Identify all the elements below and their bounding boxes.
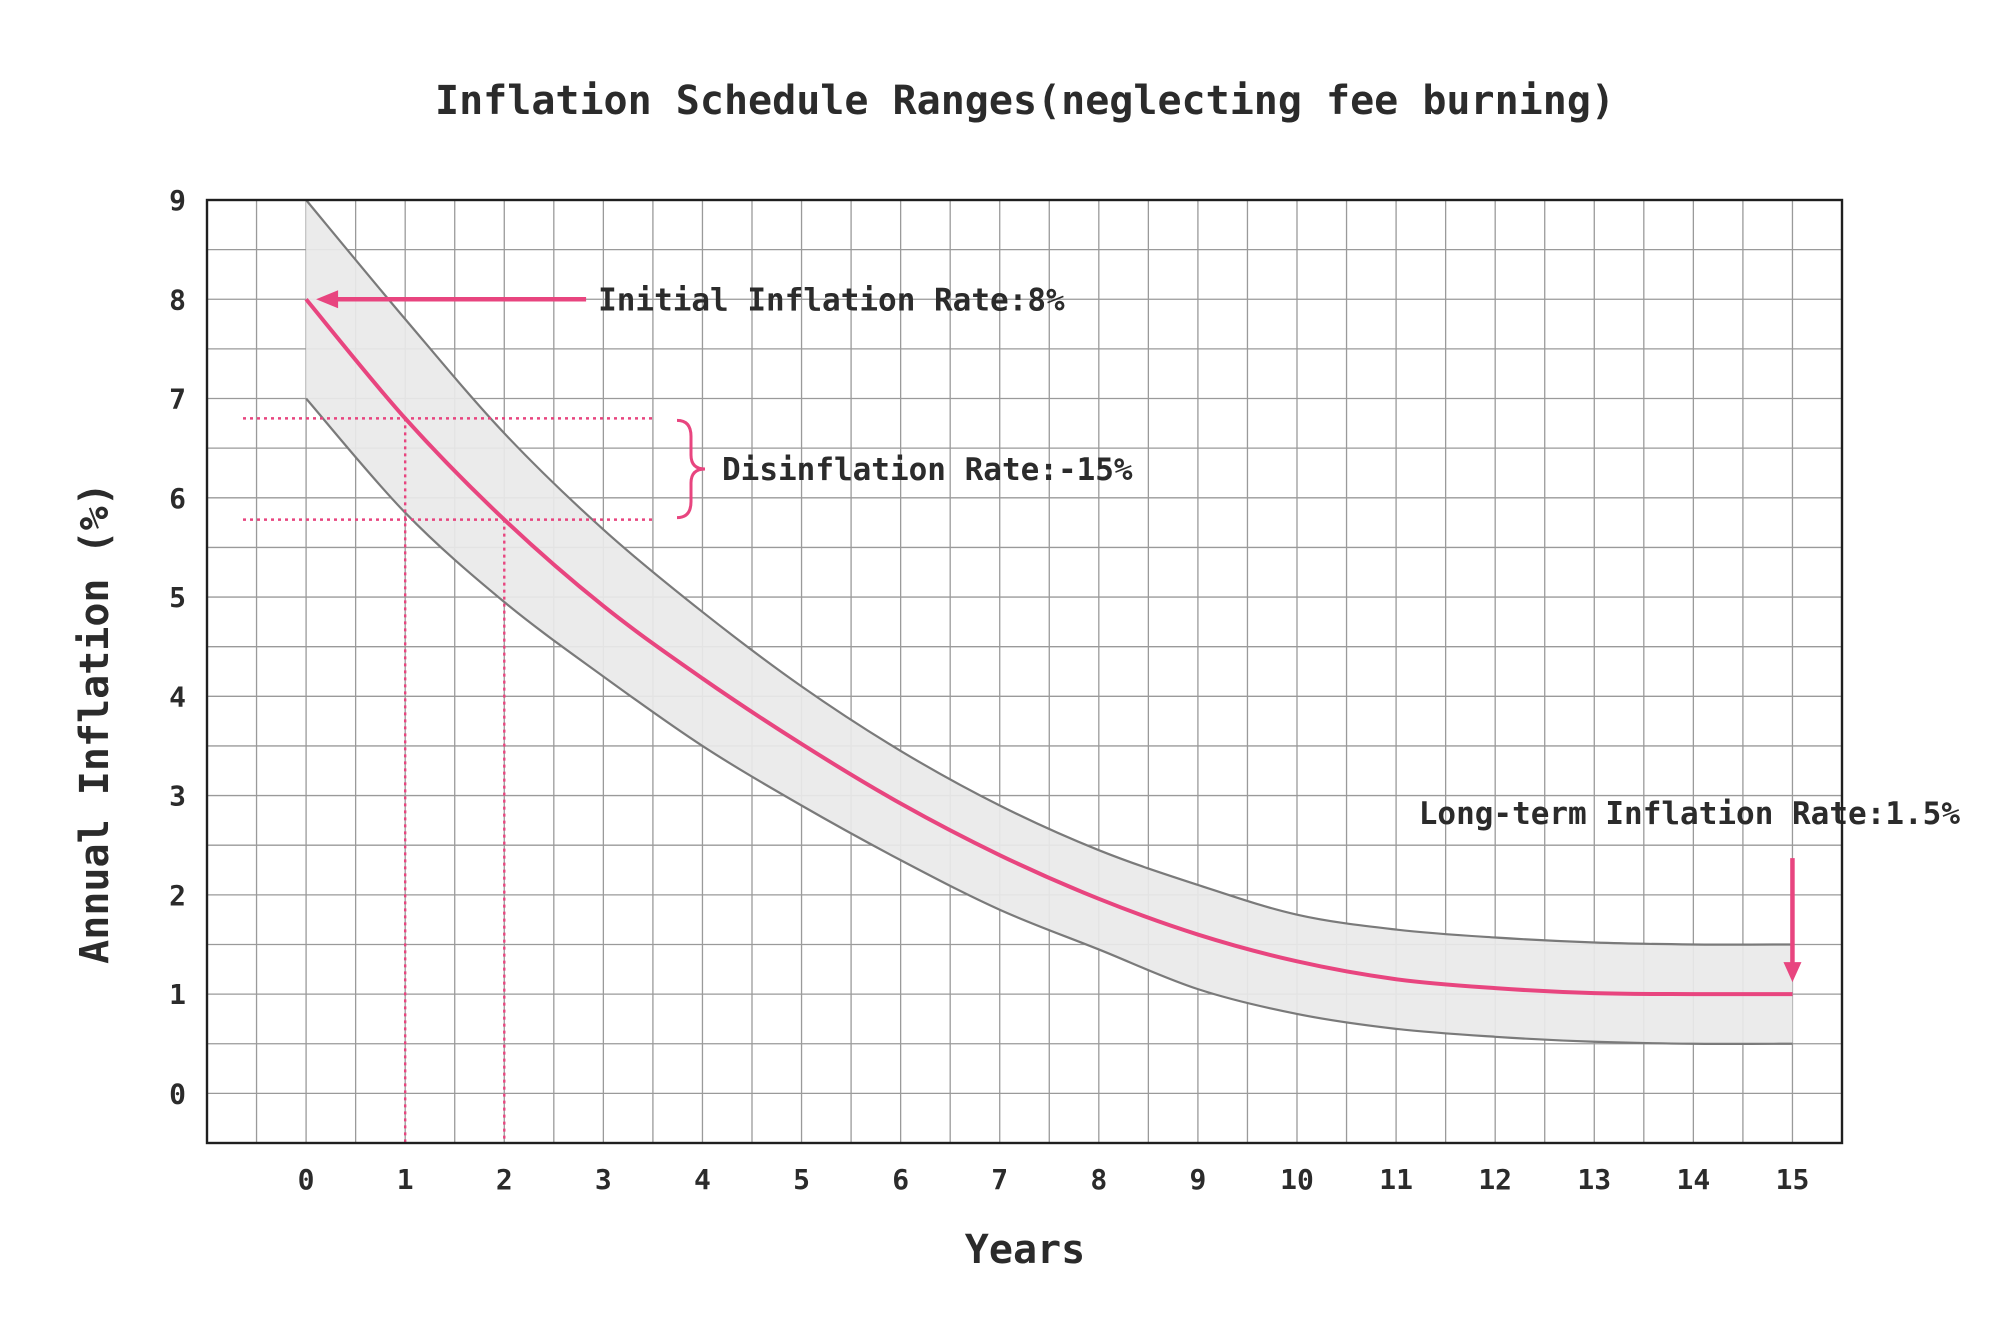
x-tick-label: 8	[1090, 1163, 1107, 1196]
upper-range-line	[305, 199, 1793, 946]
x-tick-label: 5	[793, 1163, 810, 1196]
x-axis-label: Years	[965, 1227, 1085, 1273]
lower-range-line	[305, 397, 1793, 1045]
range-band	[306, 200, 1793, 1044]
x-tick-label: 11	[1379, 1163, 1413, 1196]
x-tick-label: 15	[1776, 1163, 1810, 1196]
y-tick-label: 3	[169, 780, 186, 813]
disinflation-rate-label: Disinflation Rate:-15%	[722, 452, 1133, 488]
x-tick-label: 14	[1677, 1163, 1711, 1196]
longterm-rate-arrow-head	[1783, 962, 1802, 983]
annotations: Initial Inflation Rate:8% Disinflation Ra…	[316, 282, 1961, 983]
initial-rate-label: Initial Inflation Rate:8%	[598, 282, 1065, 318]
x-tick-label: 12	[1478, 1163, 1512, 1196]
x-tick-label: 3	[595, 1163, 612, 1196]
y-tick-label: 9	[169, 184, 186, 217]
x-tick-label: 13	[1577, 1163, 1611, 1196]
x-tick-label: 2	[496, 1163, 513, 1196]
initial-rate-arrow-head	[316, 290, 339, 309]
y-tick-label: 5	[169, 581, 186, 614]
x-tick-label: 9	[1189, 1163, 1206, 1196]
y-axis-label: Annual Inflation (%)	[72, 482, 118, 964]
x-tick-label: 10	[1280, 1163, 1314, 1196]
x-tick-label: 4	[694, 1163, 711, 1196]
x-tick-label: 1	[397, 1163, 414, 1196]
y-tick-label: 6	[169, 482, 186, 515]
x-tick-label: 6	[892, 1163, 909, 1196]
y-tick-label: 4	[169, 680, 186, 713]
range-band-fill	[306, 200, 1793, 1044]
y-tick-label: 7	[169, 383, 186, 416]
expected-inflation-line	[304, 297, 1793, 997]
series-lines	[304, 199, 1793, 1045]
disinflation-guides	[243, 417, 655, 1143]
longterm-rate-label: Long-term Inflation Rate:1.5%	[1419, 796, 1961, 832]
x-tick-label: 0	[298, 1163, 315, 1196]
x-tick-label: 7	[991, 1163, 1008, 1196]
y-tick-label: 1	[169, 978, 186, 1011]
chart-title: Inflation Schedule Ranges(neglecting fee…	[435, 78, 1615, 124]
y-tick-label: 0	[169, 1077, 186, 1110]
plot-frame	[205, 198, 1844, 1145]
disinflation-brace	[676, 418, 706, 520]
y-tick-label: 2	[169, 879, 186, 912]
y-tick-label: 8	[169, 283, 186, 316]
